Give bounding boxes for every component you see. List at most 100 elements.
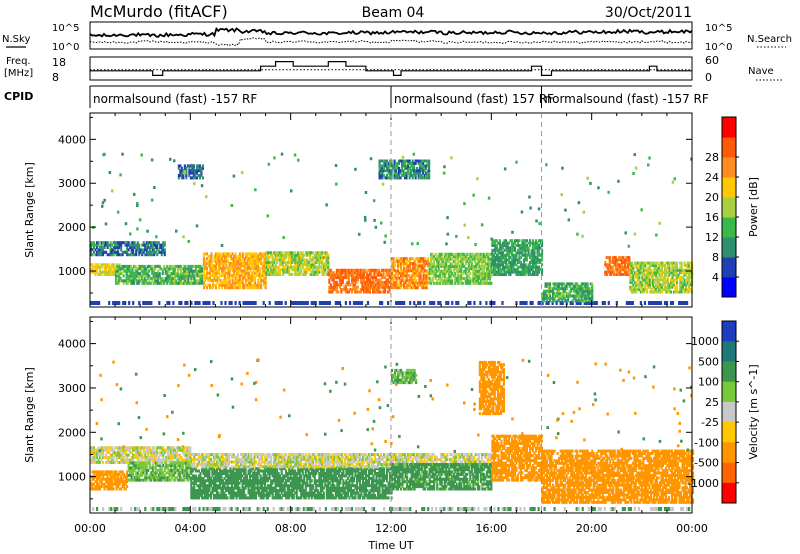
power-cell	[611, 270, 614, 274]
power-cell	[376, 271, 379, 275]
power-cell	[142, 243, 145, 247]
power-cell	[605, 273, 608, 276]
power-cell	[294, 251, 297, 255]
power-cell	[109, 246, 112, 249]
power-cell	[395, 286, 398, 290]
power-cell	[214, 269, 217, 273]
power-cell	[347, 280, 350, 284]
power-cell	[395, 281, 398, 285]
power-cell	[126, 243, 129, 247]
vel-cell	[93, 456, 96, 459]
power-cell	[479, 281, 482, 285]
power-cell	[475, 279, 478, 283]
power-cell	[316, 265, 319, 269]
power-cell	[586, 294, 589, 298]
power-cell	[478, 264, 481, 268]
power-cell	[374, 268, 377, 272]
power-cell	[228, 252, 231, 256]
power-cell	[249, 278, 252, 282]
power-cell	[411, 161, 414, 165]
power-cell	[404, 269, 407, 273]
power-cell	[313, 270, 316, 274]
power-cell	[356, 271, 359, 275]
power-cell	[666, 266, 669, 270]
power-cell	[337, 283, 340, 287]
vel-cell	[120, 470, 123, 474]
power-cell	[632, 288, 635, 292]
power-cell	[240, 254, 243, 258]
vel-cell	[145, 446, 148, 450]
power-cell	[495, 265, 498, 269]
power-cell	[449, 264, 452, 268]
power-cell	[242, 254, 245, 258]
power-cell	[364, 276, 367, 280]
power-cell	[384, 169, 387, 173]
power-cell	[370, 283, 373, 287]
power-cell	[677, 276, 680, 280]
power-cell	[525, 246, 528, 250]
power-cell	[516, 265, 519, 269]
power-cell	[178, 281, 181, 285]
power-cell	[373, 288, 376, 292]
power-cell	[292, 258, 295, 262]
power-cell	[111, 189, 114, 193]
power-cell	[515, 273, 518, 276]
power-cell	[635, 271, 638, 275]
power-cell	[478, 255, 481, 259]
power-cell	[175, 274, 178, 278]
power-cell	[495, 248, 498, 252]
power-cell	[191, 274, 194, 278]
power-cell	[397, 269, 400, 273]
power-cell	[114, 301, 117, 305]
power-cell	[151, 279, 154, 283]
power-cell	[163, 248, 166, 252]
power-cell	[227, 269, 230, 273]
vel-cell	[109, 482, 112, 486]
power-cell	[518, 244, 521, 247]
vel-cell	[115, 451, 118, 455]
power-cell	[318, 260, 321, 264]
power-cell	[193, 264, 196, 268]
power-cell	[289, 258, 292, 262]
power-cell	[150, 253, 153, 257]
colorbar-frame	[721, 116, 737, 298]
power-cell	[558, 292, 561, 296]
vel-cell	[117, 472, 120, 476]
power-cell	[668, 264, 671, 267]
power-cell	[145, 281, 148, 285]
power-cell	[217, 283, 220, 287]
power-cell	[347, 290, 350, 294]
power-cell	[222, 266, 225, 270]
power-cell	[582, 294, 585, 298]
power-cell	[288, 268, 291, 272]
power-cell	[222, 259, 225, 263]
power-cell	[536, 253, 539, 257]
power-cell	[530, 251, 533, 255]
vel-cell	[106, 456, 109, 459]
power-cell	[379, 280, 382, 284]
power-cell	[546, 282, 549, 286]
power-cell	[285, 256, 288, 260]
power-cell	[654, 283, 657, 287]
power-cell	[535, 270, 538, 274]
power-cell	[536, 258, 539, 262]
power-cell	[532, 244, 535, 247]
power-cell	[392, 264, 395, 268]
power-cell	[481, 260, 484, 263]
power-cell	[394, 281, 397, 285]
power-cell	[532, 268, 535, 272]
power-cell	[257, 274, 260, 278]
power-cell	[121, 264, 124, 268]
power-cell	[200, 276, 203, 280]
power-cell	[310, 258, 313, 262]
power-cell	[500, 246, 503, 250]
power-cell	[197, 272, 200, 276]
power-cell	[500, 260, 503, 264]
power-cell	[663, 273, 666, 277]
power-cell	[494, 248, 497, 252]
power-cell	[586, 284, 589, 288]
power-cell	[469, 281, 472, 285]
power-cell	[665, 280, 668, 284]
power-cell	[552, 294, 555, 298]
power-cell	[283, 253, 286, 257]
